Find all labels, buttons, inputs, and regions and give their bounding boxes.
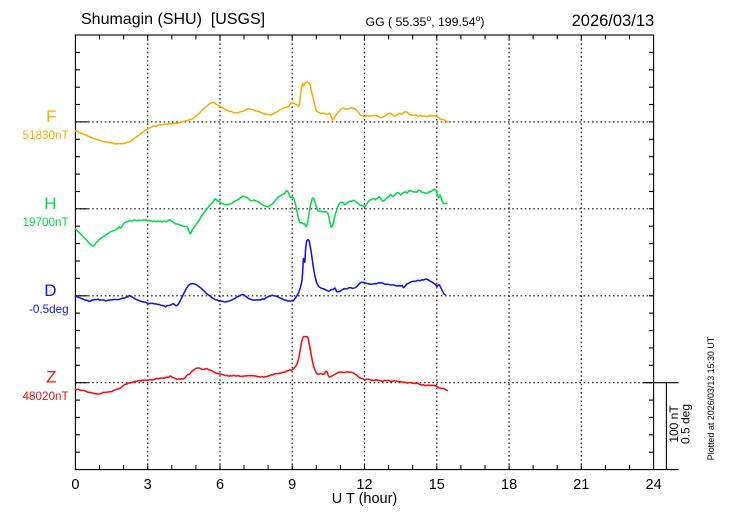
svg-text:24: 24 xyxy=(646,477,662,493)
svg-text:100 nT: 100 nT xyxy=(667,405,681,443)
svg-text:48020nT: 48020nT xyxy=(22,390,68,403)
svg-text:21: 21 xyxy=(573,477,589,493)
svg-text:18: 18 xyxy=(501,477,517,493)
svg-text:6: 6 xyxy=(216,477,224,493)
svg-text:2026/03/13: 2026/03/13 xyxy=(572,12,655,30)
svg-text:Shumagin (SHU) [USGS]: Shumagin (SHU) [USGS] xyxy=(81,11,265,28)
svg-text:9: 9 xyxy=(288,477,296,493)
svg-text:15: 15 xyxy=(429,477,445,493)
svg-text:GG ( 55.35o, 199.54o): GG ( 55.35o, 199.54o) xyxy=(366,13,485,29)
svg-text:Plotted at 2026/03/13 15:30 UT: Plotted at 2026/03/13 15:30 UT xyxy=(706,336,716,460)
svg-text:Z: Z xyxy=(46,368,56,387)
svg-text:3: 3 xyxy=(144,477,152,493)
svg-text:F: F xyxy=(46,107,56,126)
svg-text:H: H xyxy=(44,194,56,213)
svg-text:0: 0 xyxy=(71,477,79,493)
svg-text:19700nT: 19700nT xyxy=(22,216,68,229)
svg-text:-0.5deg: -0.5deg xyxy=(29,303,69,316)
svg-text:12: 12 xyxy=(356,477,372,493)
svg-text:U T (hour): U T (hour) xyxy=(332,491,398,507)
svg-text:51830nT: 51830nT xyxy=(22,129,68,142)
svg-text:0.5 deg: 0.5 deg xyxy=(678,404,692,444)
svg-text:D: D xyxy=(44,281,56,300)
